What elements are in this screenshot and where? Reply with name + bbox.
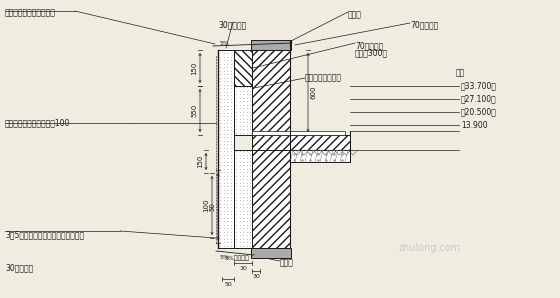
Bar (251, 248, 291, 258)
Text: 5%（余同）: 5%（余同） (225, 255, 249, 261)
Text: （33.700）: （33.700） (461, 81, 497, 91)
Text: 3～5厚防护面胶外复复合胶纤网格布: 3～5厚防护面胶外复复合胶纤网格布 (5, 230, 84, 239)
Text: 150: 150 (191, 61, 197, 75)
Bar (218, 50, 234, 248)
Bar (252, 135, 350, 150)
Text: 30厚聚苯板: 30厚聚苯板 (5, 263, 33, 272)
Text: 窗附框: 窗附框 (280, 258, 294, 268)
Text: 附加网格布长度过岩棉逢100: 附加网格布长度过岩棉逢100 (5, 119, 71, 128)
Text: 成品聚苯板外墙装饰檐线: 成品聚苯板外墙装饰檐线 (5, 8, 56, 17)
Text: 50: 50 (224, 282, 232, 287)
Text: 5%: 5% (220, 255, 230, 260)
Text: 13.900: 13.900 (461, 120, 488, 130)
Text: zhulong.com: zhulong.com (399, 243, 461, 253)
Bar (251, 40, 291, 50)
Text: 70厚岩棉板: 70厚岩棉板 (355, 41, 383, 50)
Text: （27.100）: （27.100） (461, 94, 497, 103)
Text: 550: 550 (191, 104, 197, 117)
Text: 30: 30 (252, 274, 260, 279)
Text: （20.500）: （20.500） (461, 108, 497, 117)
Text: 窗附框: 窗附框 (348, 10, 362, 19)
Text: 5%: 5% (220, 41, 230, 46)
Bar (234, 150, 252, 248)
Bar (234, 86, 252, 135)
Text: 30: 30 (239, 266, 247, 271)
Text: 岩棉板专用锚固件: 岩棉板专用锚固件 (305, 74, 342, 83)
Bar (252, 131, 345, 135)
Text: 150: 150 (197, 155, 203, 168)
Text: 30厚聚苯板: 30厚聚苯板 (218, 20, 246, 29)
Bar (290, 150, 350, 162)
Bar (290, 150, 350, 162)
Bar (234, 50, 252, 86)
Text: （高度300）: （高度300） (355, 48, 388, 57)
Text: 600: 600 (311, 86, 317, 99)
Text: 50: 50 (209, 202, 215, 211)
Text: 70厚聚苯板: 70厚聚苯板 (410, 20, 438, 29)
Text: 100: 100 (203, 199, 209, 212)
Text: 卧室: 卧室 (456, 69, 465, 77)
Bar (252, 50, 290, 248)
